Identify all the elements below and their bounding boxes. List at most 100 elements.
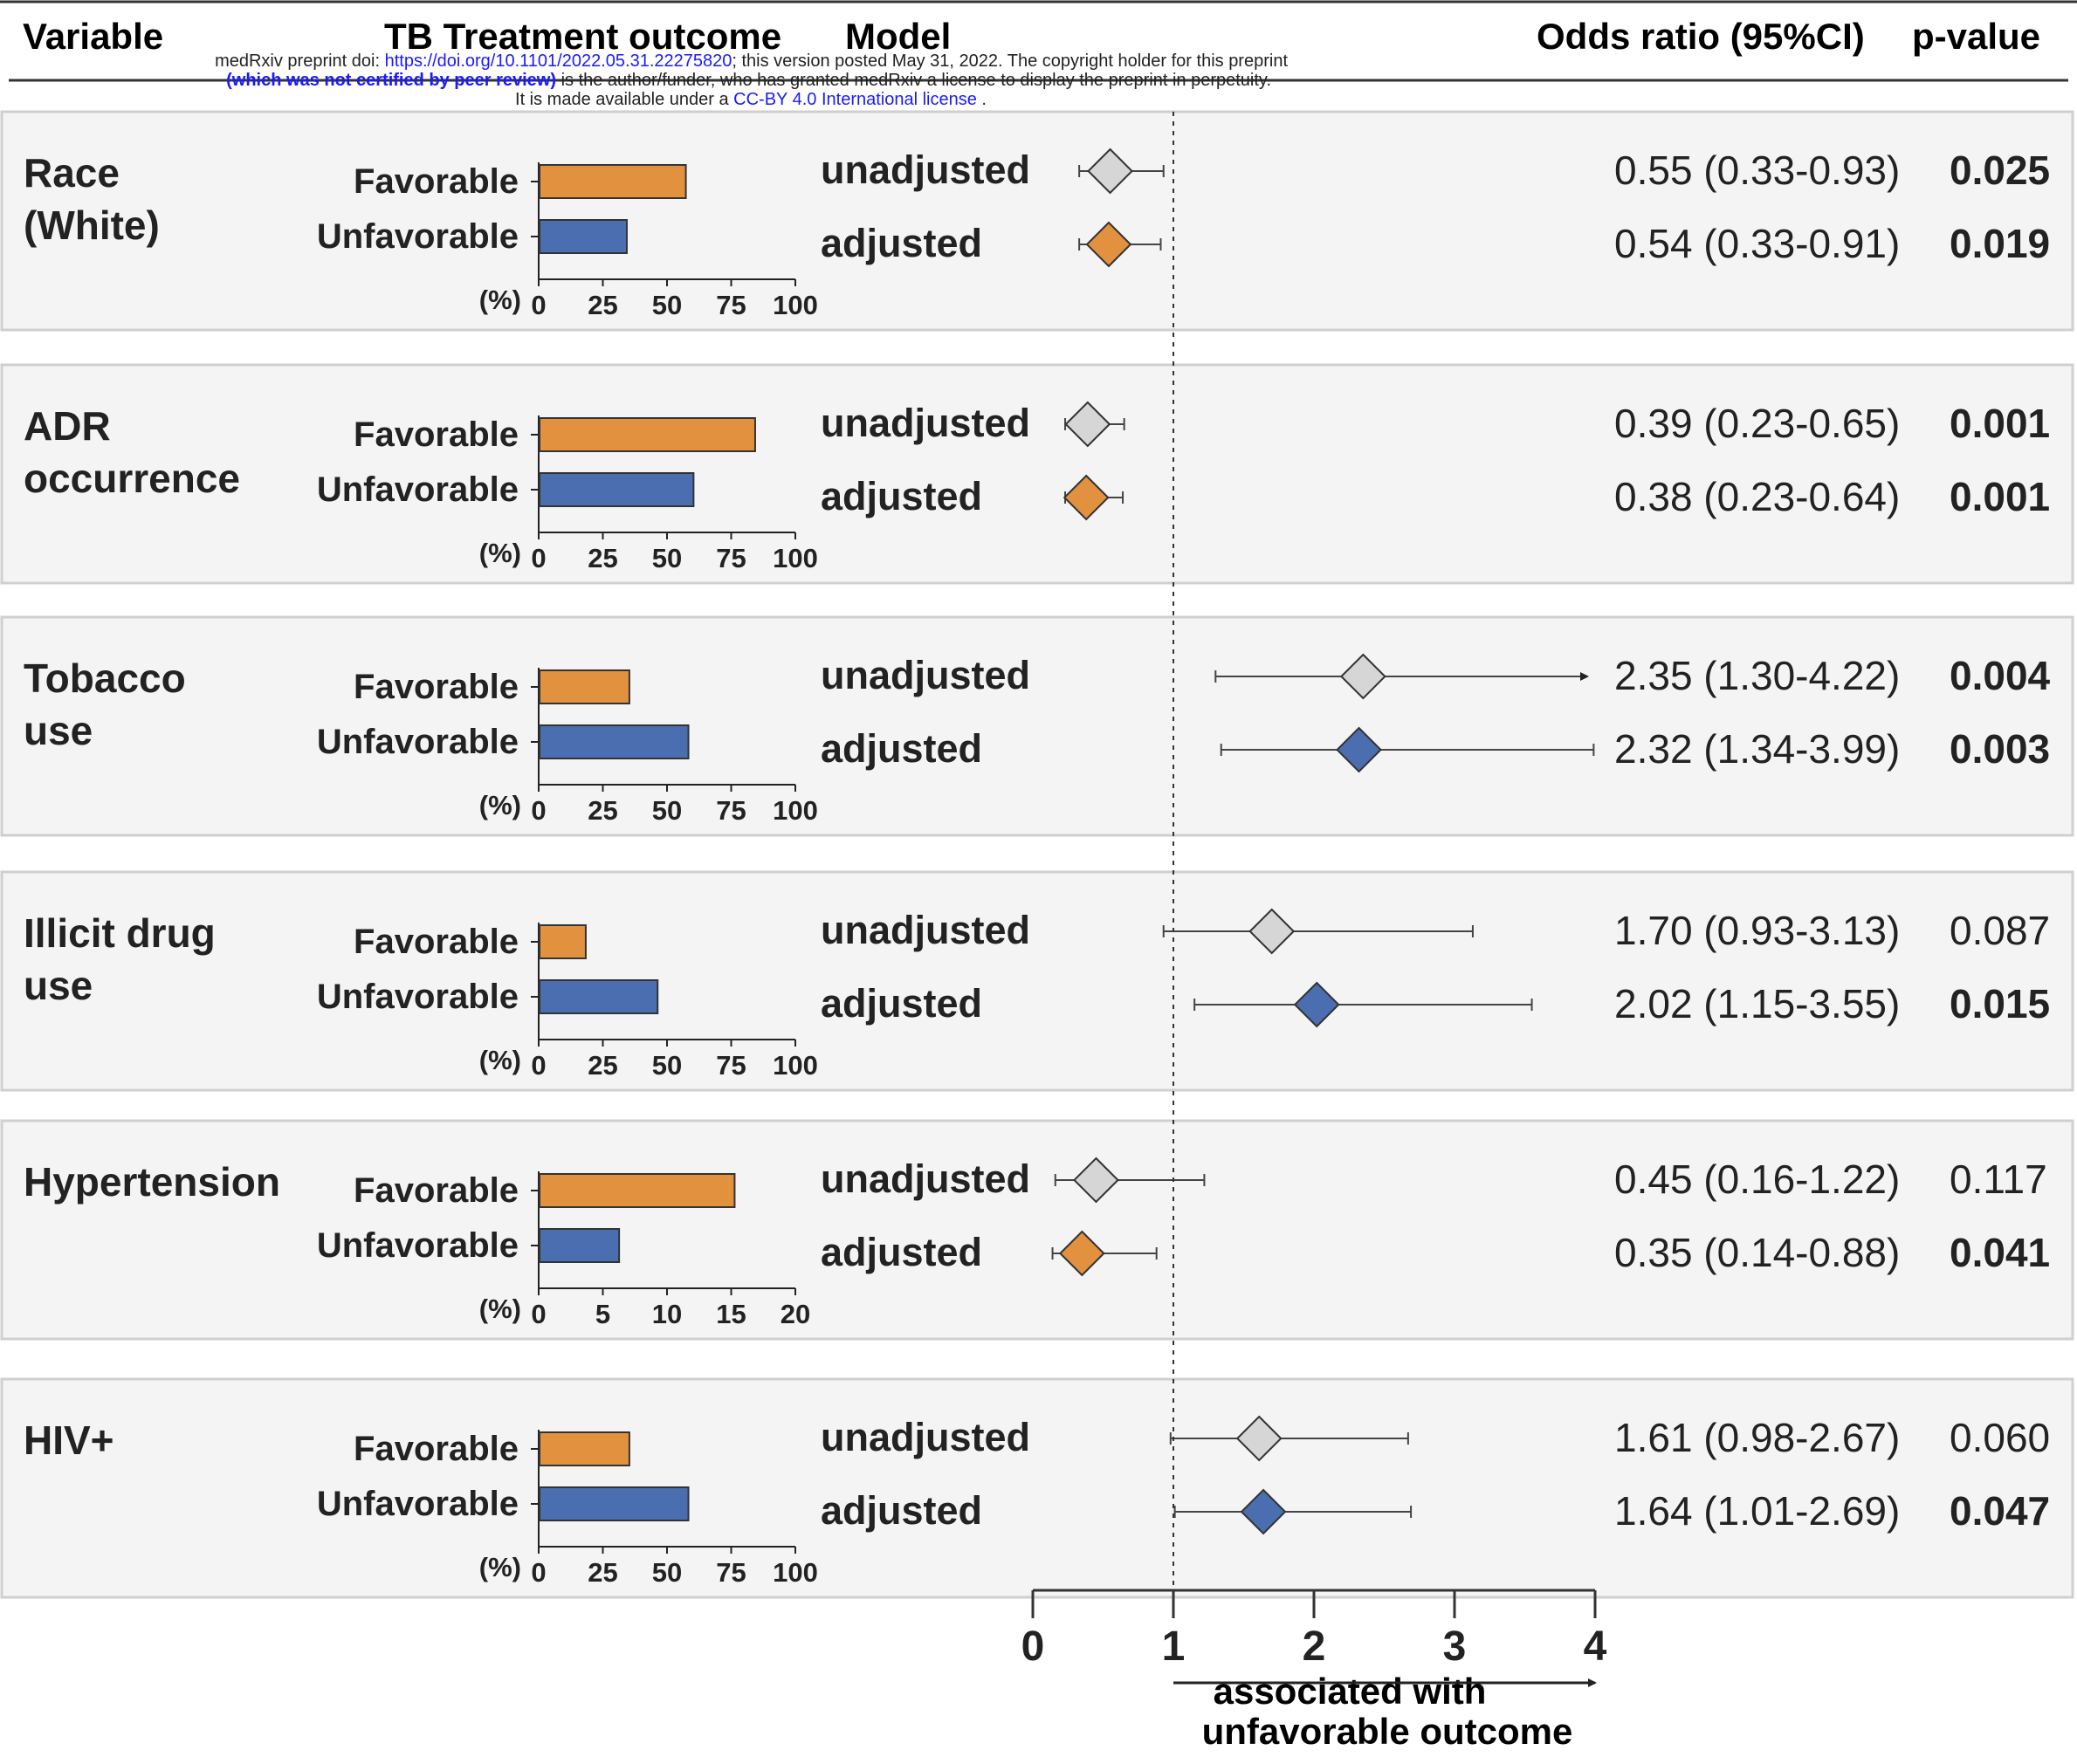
favorable-label: Favorable xyxy=(354,162,519,201)
p-value-text: 0.060 xyxy=(1950,1415,2050,1460)
model-unadjusted-label: unadjusted xyxy=(821,1415,1030,1459)
unfavorable-label: Unfavorable xyxy=(317,723,519,761)
panel-3: Illicit drug use 0 25 50 75 100 (%) Favorable Unf… xyxy=(0,870,2074,1092)
variable-label: use xyxy=(24,708,93,753)
panel-background xyxy=(0,1119,2074,1341)
p-value-text: 0.001 xyxy=(1950,401,2050,446)
bar-tick-label: 25 xyxy=(588,543,617,573)
model-adjusted-label: adjusted xyxy=(821,726,982,771)
favorable-bar xyxy=(539,924,587,959)
unfavorable-bar xyxy=(539,472,695,507)
panel-1: ADR occurrence 0 25 50 75 100 (%) Favorable Unfav… xyxy=(0,363,2074,585)
odds-ratio-text: 1.70 (0.93-3.13) xyxy=(1614,908,1900,953)
panel-4: Hypertension 0 5 10 15 20 (%) Favorable Unfavora… xyxy=(0,1119,2074,1341)
header-model: Model xyxy=(845,16,951,57)
unfavorable-label: Unfavorable xyxy=(317,1226,519,1265)
bar-tick-label: 5 xyxy=(595,1299,610,1329)
bar-tick-label: 100 xyxy=(773,1557,818,1588)
axis-arrow-label-2: unfavorable outcome xyxy=(1202,1711,1573,1752)
bar-pct-label: (%) xyxy=(479,1045,521,1075)
header-odds-ratio: Odds ratio (95%CI) xyxy=(1537,16,1865,57)
odds-ratio-marker xyxy=(1063,474,1110,521)
bar-tick-label: 0 xyxy=(531,1557,546,1588)
bar-tick-label: 25 xyxy=(588,290,617,320)
header-outcome: TB Treatment outcome xyxy=(384,16,781,57)
bar-tick-label: 15 xyxy=(716,1299,746,1329)
variable-label: Race xyxy=(24,150,120,196)
panel-background xyxy=(0,870,2074,1092)
odds-ratio-marker xyxy=(1248,908,1296,955)
header-p-value: p-value xyxy=(1912,16,2040,57)
p-value-text: 0.117 xyxy=(1950,1157,2047,1202)
bar-tick-label: 0 xyxy=(531,1299,546,1329)
variable-label: use xyxy=(24,963,93,1008)
favorable-label: Favorable xyxy=(354,415,519,454)
model-adjusted-label: adjusted xyxy=(821,981,982,1026)
unfavorable-bar xyxy=(539,219,628,254)
panel-background xyxy=(0,110,2074,332)
bar-tick-label: 100 xyxy=(773,1050,818,1081)
panel-2: Tobacco use 0 25 50 75 100 (%) Favorable Unfavora… xyxy=(0,615,2074,837)
variable-label: Hypertension xyxy=(24,1159,280,1205)
axis-arrow-label-1: associated with xyxy=(1214,1671,1487,1712)
preprint-notice-line-3: It is made available under a CC-BY 4.0 I… xyxy=(515,90,987,109)
model-adjusted-label: adjusted xyxy=(821,1488,982,1533)
bar-tick-label: 25 xyxy=(588,795,617,826)
odds-ratio-text: 0.39 (0.23-0.65) xyxy=(1614,401,1900,446)
favorable-bar xyxy=(539,417,756,452)
odds-ratio-text: 0.45 (0.16-1.22) xyxy=(1614,1157,1900,1202)
panel-5: HIV+ 0 25 50 75 100 (%) Favorable Unfavorable una… xyxy=(0,1377,2074,1599)
panel-background xyxy=(0,363,2074,585)
unfavorable-label: Unfavorable xyxy=(317,978,519,1016)
odds-ratio-text: 1.64 (1.01-2.69) xyxy=(1614,1488,1900,1534)
bar-tick-label: 50 xyxy=(652,795,682,826)
model-adjusted-label: adjusted xyxy=(821,221,982,265)
bar-tick-label: 25 xyxy=(588,1050,617,1081)
bar-tick-label: 50 xyxy=(652,1557,682,1588)
odds-ratio-text: 2.32 (1.34-3.99) xyxy=(1614,726,1900,772)
odds-ratio-text: 2.35 (1.30-4.22) xyxy=(1614,653,1900,698)
variable-label: Tobacco xyxy=(24,655,186,701)
odds-ratio-text: 2.02 (1.15-3.55) xyxy=(1614,981,1900,1026)
bar-tick-label: 10 xyxy=(652,1299,682,1329)
forest-tick-label: 2 xyxy=(1303,1623,1326,1670)
unfavorable-label: Unfavorable xyxy=(317,1485,519,1523)
bar-pct-label: (%) xyxy=(479,1294,521,1324)
panel-0: Race (White) 0 25 50 75 100 (%) Favorable Unfavor… xyxy=(0,110,2074,332)
forest-tick-label: 1 xyxy=(1162,1623,1186,1670)
bar-tick-label: 20 xyxy=(781,1299,810,1329)
p-value-text: 0.001 xyxy=(1950,474,2050,519)
odds-ratio-marker xyxy=(1073,1157,1119,1204)
favorable-bar xyxy=(539,164,687,199)
forest-tick-label: 0 xyxy=(1021,1623,1045,1670)
model-unadjusted-label: unadjusted xyxy=(821,653,1030,697)
unfavorable-label: Unfavorable xyxy=(317,470,519,509)
odds-ratio-marker xyxy=(1339,653,1386,700)
odds-ratio-text: 0.54 (0.33-0.91) xyxy=(1614,221,1900,266)
p-value-text: 0.019 xyxy=(1950,221,2050,266)
unfavorable-bar xyxy=(539,724,690,759)
unfavorable-bar xyxy=(539,1228,621,1263)
variable-label: Illicit drug xyxy=(24,910,216,956)
model-adjusted-label: adjusted xyxy=(821,474,982,518)
favorable-bar xyxy=(539,669,630,704)
bar-pct-label: (%) xyxy=(479,1552,521,1582)
unfavorable-bar xyxy=(539,1486,690,1521)
odds-ratio-marker xyxy=(1336,726,1382,773)
model-unadjusted-label: unadjusted xyxy=(821,148,1030,192)
favorable-label: Favorable xyxy=(354,923,519,961)
bar-tick-label: 0 xyxy=(531,1050,546,1081)
panel-background xyxy=(0,1377,2074,1599)
odds-ratio-marker xyxy=(1087,148,1133,195)
preprint-notice-line-1: medRxiv preprint doi: https://doi.org/10… xyxy=(215,51,1288,71)
bar-tick-label: 75 xyxy=(716,290,746,320)
p-value-text: 0.047 xyxy=(1950,1488,2050,1534)
bar-pct-label: (%) xyxy=(479,790,521,820)
forest-axis: associated with unfavorable outcome 0 1 2 3… xyxy=(1021,1589,1607,1752)
favorable-label: Favorable xyxy=(354,1430,519,1468)
bar-tick-label: 75 xyxy=(716,1050,746,1081)
odds-ratio-marker xyxy=(1293,981,1340,1028)
odds-ratio-marker xyxy=(1064,401,1111,448)
bar-tick-label: 25 xyxy=(588,1557,617,1588)
